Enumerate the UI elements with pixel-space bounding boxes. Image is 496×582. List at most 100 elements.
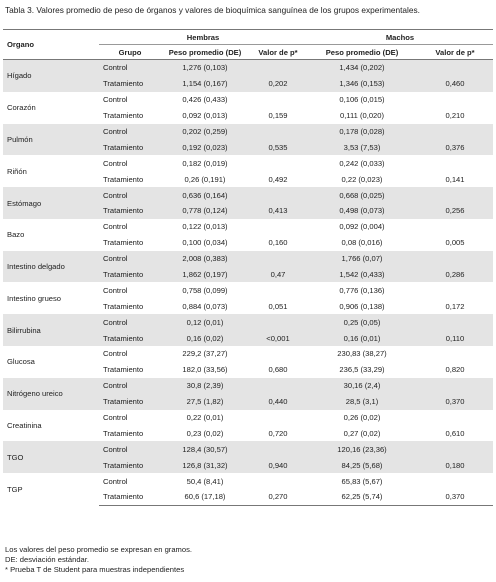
weight-cell: 0,778 (0,124) [161,203,249,219]
p-value-cell: 0,535 [249,139,307,156]
empty-cell [249,92,307,108]
p-value-cell: 0,440 [249,393,307,410]
weight-cell: 0,23 (0,02) [186,428,224,438]
organ-cell: TGP [7,484,23,494]
table-row: Tratamiento 0,16 (0,02) <0,001 0,16 (0,01) 0… [3,330,493,347]
organ-cell: TGO [3,441,99,474]
empty-cell [249,155,307,171]
header-cell: Machos [307,29,493,45]
group-cell: Tratamiento [99,457,161,474]
group-cell: Tratamiento [103,111,144,121]
group-cell: Tratamiento [99,139,161,156]
weight-cell: 0,22 (0,023) [341,174,383,184]
weight-cell: 0,636 (0,164) [161,187,249,204]
weight-cell: 50,4 (8,41) [186,476,224,486]
organ-cell: Corazón [7,103,36,113]
table-row: Intestino delgado Control 2,008 (0,383) 1,7… [3,250,493,283]
table-row: Creatinina Control 0,22 (0,01) 0,26 (0,02) [3,410,493,430]
weight-cell: 236,5 (33,29) [339,365,385,375]
footnote: DE: desviación estándar. [5,555,90,564]
weight-cell: 120,16 (23,36) [307,441,417,458]
weight-cell: 0,12 (0,01) [161,314,249,331]
group-cell: Tratamiento [99,266,161,283]
empty-cell [417,219,493,235]
group-cell: Control [99,187,161,204]
group-cell: Control [99,59,161,76]
p-value-cell: 0,202 [249,75,307,92]
empty-cell [249,346,307,362]
empty-cell [249,314,307,331]
weight-cell: 1,766 (0,07) [307,250,417,267]
header-cell: Hembras [99,29,307,45]
empty-cell [249,250,307,267]
empty-cell [417,473,493,489]
empty-cell [249,282,307,298]
table-row: Riñón Control 0,182 (0,019) 0,242 (0,033) [3,155,493,176]
weight-cell: 0,202 (0,259) [161,123,249,140]
organ-cell: Intestino delgado [3,250,99,283]
p-value-cell: 0,051 [268,301,288,311]
group-cell: Control [103,285,128,295]
header-cell: Valor de p* [249,44,307,60]
footnote: Los valores del peso promedio se expresa… [5,545,192,554]
empty-cell [249,219,307,235]
organ-cell: Nitrógeno ureico [3,377,99,410]
table-row: Tratamiento 27,5 (1,82) 0,440 28,5 (3,1) 0,3… [3,393,493,410]
organ-cell: Creatinina [7,420,42,430]
p-value-cell: 0,005 [445,238,465,248]
header-cell: Grupo [99,44,161,60]
organ-cell: Riñón [7,166,27,176]
table-row: Tratamiento 60,6 (17,18) 0,270 62,25 (5,74)… [3,489,493,506]
p-value-cell: 0,286 [417,266,493,283]
group-cell: Control [99,250,161,267]
weight-cell: 0,122 (0,013) [182,222,228,232]
p-value-cell: 0,159 [268,111,288,121]
group-cell: Tratamiento [99,489,161,506]
weight-cell: 0,758 (0,099) [182,285,228,295]
organ-cell: Intestino grueso [7,293,62,303]
p-value-cell: 0,720 [268,428,288,438]
table-row: Bazo Control 0,122 (0,013) 0,092 (0,004) [3,219,493,239]
empty-cell [417,441,493,458]
weight-cell: 1,862 (0,197) [161,266,249,283]
weight-cell: 230,83 (38,27) [337,349,387,359]
empty-cell [417,346,493,362]
p-value-cell: 0,47 [249,266,307,283]
weight-cell: 30,16 (2,4) [307,377,417,394]
group-cell: Control [103,413,128,423]
weight-cell: 28,5 (3,1) [307,393,417,410]
empty-cell [417,282,493,298]
p-value-cell: 0,172 [445,301,465,311]
p-value-cell: 0,160 [268,238,288,248]
weight-cell: 0,16 (0,02) [161,330,249,347]
organ-cell: Pulmón [3,123,99,156]
weight-cell: 0,242 (0,033) [339,158,385,168]
weight-cell: 0,26 (0,191) [184,174,226,184]
weight-cell: 0,092 (0,013) [182,111,228,121]
table-row: Tratamiento 0,778 (0,124) 0,413 0,498 (0,07… [3,203,493,219]
group-cell: Tratamiento [103,365,144,375]
weight-cell: 0,26 (0,02) [343,413,381,423]
empty-cell [417,123,493,140]
weight-cell: 0,668 (0,025) [307,187,417,204]
table-body: Hígado Control 1,276 (0,103) 1,434 (0,202) T… [3,59,493,506]
p-value-cell: <0,001 [249,330,307,347]
p-value-cell: 0,492 [268,174,288,184]
weight-cell: 65,83 (5,67) [341,476,383,486]
empty-cell [249,473,307,489]
table-row: Tratamiento 0,26 (0,191) 0,492 0,22 (0,023)… [3,171,493,187]
weight-cell: 0,16 (0,01) [307,330,417,347]
p-value-cell: 0,413 [249,203,307,219]
empty-cell [249,59,307,76]
group-cell: Control [99,314,161,331]
p-value-cell: 0,610 [445,428,465,438]
empty-cell [249,410,307,426]
weight-cell: 0,111 (0,020) [339,111,385,121]
organ-cell: Bilirrubina [3,314,99,347]
weight-cell: 27,5 (1,82) [161,393,249,410]
weight-cell: 0,100 (0,034) [182,238,228,248]
group-cell: Control [99,441,161,458]
weight-cell: 0,092 (0,004) [339,222,385,232]
p-value-cell: 0,370 [417,489,493,506]
weight-cell: 0,08 (0,016) [341,238,383,248]
